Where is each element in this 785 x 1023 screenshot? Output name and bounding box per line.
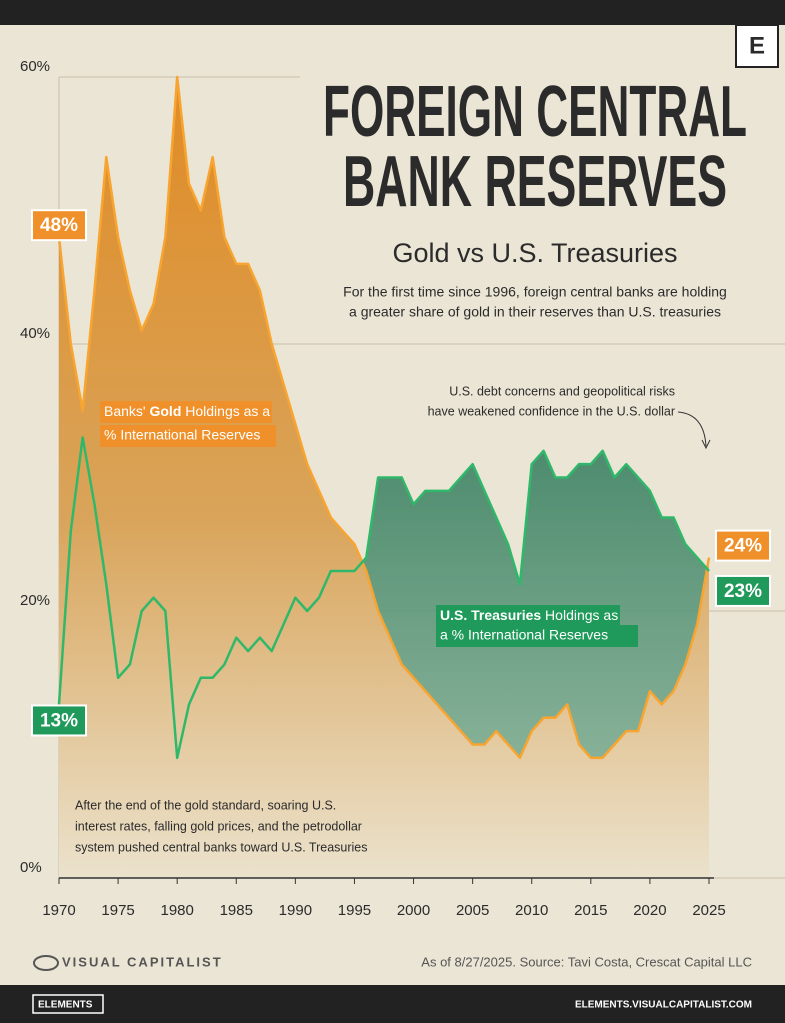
top-bar [0, 0, 785, 25]
series-label-box [100, 425, 276, 447]
y-tick-label: 20% [20, 592, 50, 609]
brand: VISUAL CAPITALIST [62, 954, 223, 969]
x-tick-label: 1995 [338, 902, 371, 919]
source: As of 8/27/2025. Source: Tavi Costa, Cre… [421, 954, 752, 969]
series-line [57, 75, 711, 760]
y-tick-label: 60% [20, 58, 50, 75]
x-tick-label: 1990 [279, 902, 312, 919]
badge-box [735, 24, 779, 68]
brand-logo [33, 955, 59, 971]
title: FOREIGN CENTRAL [323, 72, 747, 152]
value-label-box [31, 704, 87, 737]
plot: 0% 20% 40% 60% 1970 1975 1980 1985 1990 1995 2000 2… [20, 58, 785, 919]
series-label-part: Holdings as a [181, 403, 270, 419]
x-tick-label: 2025 [692, 902, 725, 919]
annotation-arrow [677, 411, 707, 447]
footer-left: ELEMENTS [38, 1000, 93, 1011]
value-label: 13% [40, 710, 78, 731]
series-line [57, 436, 710, 760]
title: BANK RESERVES [343, 142, 727, 222]
x-tick-label: 1980 [160, 902, 193, 919]
description: For the first time since 1996, foreign c… [343, 284, 727, 300]
legend-entry: Gold [149, 403, 181, 419]
footer-right: ELEMENTS.VISUALCAPITALIST.COM [575, 1000, 752, 1011]
y-tick-label: 0% [20, 859, 42, 876]
value-label-box [715, 529, 771, 562]
y-tick-label: 40% [20, 325, 50, 342]
x-tick-label: 2000 [397, 902, 430, 919]
value-label-box [715, 574, 771, 607]
x-tick-label: 2020 [633, 902, 666, 919]
value-label-box [31, 209, 87, 242]
footer-box [32, 994, 104, 1014]
value-label: 23% [724, 581, 762, 602]
x-tick-label: 1985 [220, 902, 253, 919]
annotation: After the end of the gold standard, soar… [75, 798, 336, 812]
series-label-part: Banks' [104, 403, 149, 419]
value-label: 24% [724, 536, 762, 557]
series-label: Banks' Gold Holdings as a [104, 403, 270, 419]
gold-area [59, 77, 709, 878]
annotation: interest rates, falling gold prices, and… [75, 819, 362, 833]
value-label: 48% [40, 215, 78, 236]
x-tick-label: 1975 [101, 902, 134, 919]
subtitle: Gold vs U.S. Treasuries [392, 238, 677, 268]
annotation-arrow [701, 439, 711, 450]
x-tick-label: 1970 [42, 902, 75, 919]
bottom-bar [0, 985, 785, 1023]
legend-entry: U.S. Treasuries [440, 607, 541, 623]
series-label: % International Reserves [104, 427, 260, 443]
annotation: U.S. debt concerns and geopolitical risk… [449, 384, 675, 398]
series-label-box [436, 625, 638, 647]
annotation: have weakened confidence in the U.S. dol… [428, 404, 675, 418]
series-label-box [100, 401, 272, 423]
series-label: a % International Reserves [440, 627, 608, 643]
series-label: U.S. Treasuries Holdings as [440, 607, 618, 623]
description: a greater share of gold in their reserve… [349, 304, 721, 320]
x-tick-label: 2015 [574, 902, 607, 919]
x-tick-label: 2010 [515, 902, 548, 919]
annotation: system pushed central banks toward U.S. … [75, 840, 368, 854]
x-tick-label: 2005 [456, 902, 489, 919]
badge: E [749, 32, 765, 59]
series-label-part: Holdings as [541, 607, 618, 623]
series-label-box [436, 605, 620, 627]
